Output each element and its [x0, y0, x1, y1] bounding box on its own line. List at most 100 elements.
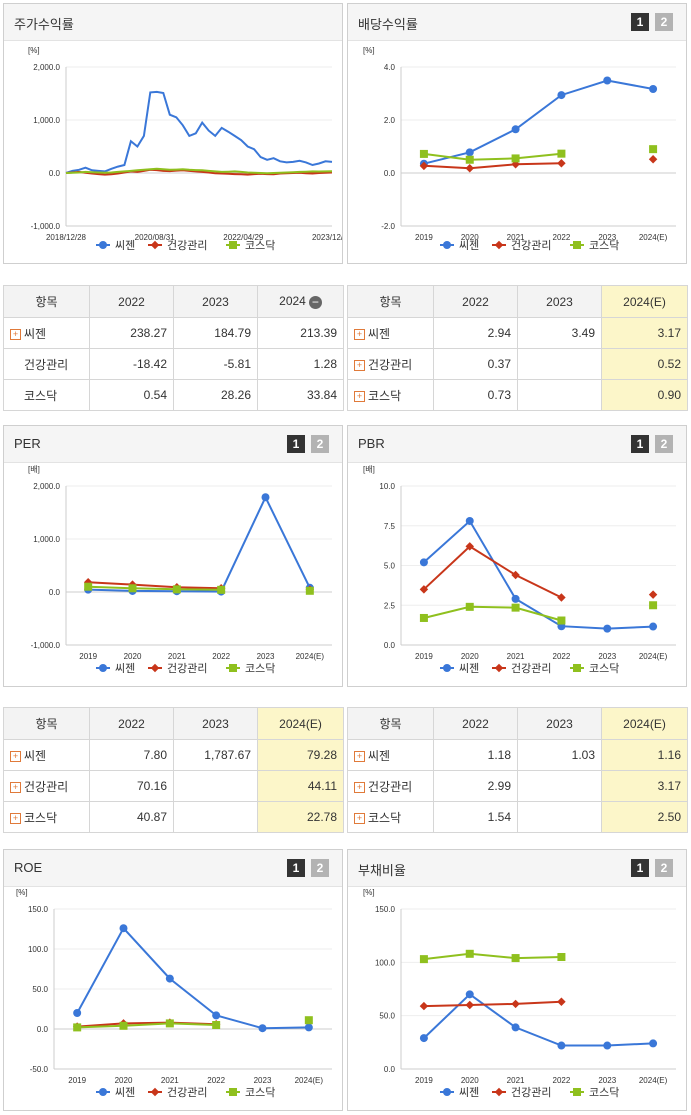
value-cell: 7.80 — [89, 739, 174, 771]
x-tick-label: 2023/12/28 — [312, 233, 343, 242]
panel-title: PER — [14, 436, 41, 451]
x-tick-label: 2019 — [415, 233, 433, 242]
row-label: 코스닥 — [24, 388, 58, 403]
page-1-button[interactable]: 1 — [631, 435, 649, 453]
value-cell — [173, 770, 258, 802]
data-point — [648, 590, 658, 599]
data-point — [419, 558, 428, 567]
data-point — [419, 955, 428, 964]
legend-label: 건강관리 — [167, 1086, 207, 1099]
series-line — [423, 519, 654, 630]
value-cell: 213.39 — [257, 317, 344, 349]
value-cell — [173, 801, 258, 833]
data-point — [419, 149, 428, 158]
data-point — [99, 241, 107, 249]
expand-plus-icon[interactable]: + — [10, 812, 21, 824]
x-tick-label: 2021 — [161, 1076, 179, 1085]
expand-plus-icon[interactable]: + — [10, 781, 21, 793]
data-point — [99, 1088, 107, 1096]
x-tick-label: 2020 — [461, 1076, 479, 1085]
value-cell: 2.99 — [433, 770, 518, 802]
data-point — [305, 586, 314, 595]
value-cell: 44.11 — [257, 770, 344, 802]
series-line — [423, 1000, 562, 1008]
stock-return-table: 항목 2022 2023 2024− + 씨젠 238.27 184.79 213.39 건강관리… — [3, 285, 344, 411]
collapse-icon[interactable]: − — [308, 295, 322, 309]
data-point — [84, 582, 93, 591]
pbr-panel: PBR 1 2 [배] 10.0 7.5 5.0 2.5 0.0 2019 2020 2021 2… — [347, 425, 687, 687]
data-point — [229, 1088, 237, 1096]
value-cell: 0.52 — [601, 348, 688, 380]
row-name-cell: + 코스닥 — [3, 801, 90, 833]
legend-label: 코스닥 — [589, 1086, 619, 1099]
page-1-button[interactable]: 1 — [287, 435, 305, 453]
y-tick-label: 2.0 — [384, 116, 396, 125]
value-cell: 1.54 — [433, 801, 518, 833]
table-row: + 씨젠 7.80 1,787.67 79.28 — [3, 739, 344, 771]
y-axis-unit: [%] — [28, 46, 40, 55]
x-tick-label: 2024(E) — [296, 652, 325, 661]
expand-plus-icon[interactable]: + — [354, 359, 365, 371]
y-tick-label: 4.0 — [384, 63, 396, 72]
page-1-button[interactable]: 1 — [631, 859, 649, 877]
page-2-button[interactable]: 2 — [655, 859, 673, 877]
row-label: 씨젠 — [368, 748, 391, 763]
series-line — [88, 581, 222, 590]
data-point — [511, 125, 520, 134]
expand-plus-icon[interactable]: + — [354, 328, 365, 340]
value-cell: 1.03 — [517, 739, 602, 771]
expand-plus-icon[interactable]: + — [10, 328, 21, 340]
expand-plus-icon[interactable]: + — [10, 750, 21, 762]
x-tick-label: 2024(E) — [639, 1076, 668, 1085]
row-name-cell: + 건강관리 — [3, 770, 90, 802]
y-tick-label: 1,000.0 — [33, 535, 60, 544]
row-name-cell: + 씨젠 — [347, 317, 434, 349]
x-tick-label: 2021 — [507, 1076, 525, 1085]
series-line — [77, 1022, 217, 1029]
legend-label: 건강관리 — [511, 239, 551, 252]
row-name-cell: + 씨젠 — [3, 739, 90, 771]
expand-plus-icon[interactable]: + — [354, 812, 365, 824]
table-row: + 건강관리 70.16 44.11 — [3, 770, 344, 802]
y-tick-label: -1,000.0 — [31, 222, 61, 231]
page-1-button[interactable]: 1 — [631, 13, 649, 31]
x-tick-label: 2021 — [507, 652, 525, 661]
x-tick-label: 2018/12/28 — [46, 233, 87, 242]
series-line — [423, 79, 654, 165]
y-axis-unit: [%] — [16, 888, 28, 897]
data-point — [119, 1021, 128, 1030]
expand-plus-icon[interactable]: + — [354, 750, 365, 762]
page-2-button[interactable]: 2 — [655, 13, 673, 31]
expand-plus-icon[interactable]: + — [354, 781, 365, 793]
pbr-table: 항목 2022 2023 2024(E) + 씨젠 1.18 1.03 1.16 + 건강관리 2.9… — [347, 707, 688, 833]
data-point — [217, 585, 226, 594]
expand-plus-icon[interactable]: + — [354, 390, 365, 402]
data-point — [511, 999, 520, 1009]
y-tick-label: 100.0 — [375, 958, 396, 967]
panel-header: 주가수익률 — [4, 4, 342, 41]
x-tick-label: 2023 — [598, 652, 616, 661]
legend-label: 씨젠 — [115, 1086, 135, 1099]
row-label: 씨젠 — [368, 326, 391, 341]
x-tick-label: 2022 — [553, 233, 571, 242]
value-cell: 0.73 — [433, 379, 518, 411]
panel-header: ROE 1 2 — [4, 850, 342, 887]
row-name-cell: + 코스닥 — [347, 379, 434, 411]
y-tick-label: -50.0 — [30, 1065, 49, 1074]
page-2-button[interactable]: 2 — [311, 435, 329, 453]
series-line — [423, 162, 562, 170]
page-2-button[interactable]: 2 — [311, 859, 329, 877]
x-tick-label: 2019 — [415, 652, 433, 661]
row-label: 건강관리 — [368, 357, 413, 372]
legend-label: 건강관리 — [167, 662, 207, 675]
data-point — [99, 664, 107, 672]
data-point — [229, 664, 237, 672]
x-tick-label: 2024(E) — [639, 233, 668, 242]
x-tick-label: 2020 — [115, 1076, 133, 1085]
data-point — [557, 149, 566, 158]
data-point — [419, 1034, 428, 1043]
page-1-button[interactable]: 1 — [287, 859, 305, 877]
page-2-button[interactable]: 2 — [655, 435, 673, 453]
y-tick-label: 50.0 — [379, 1012, 395, 1021]
value-cell: 79.28 — [257, 739, 344, 771]
